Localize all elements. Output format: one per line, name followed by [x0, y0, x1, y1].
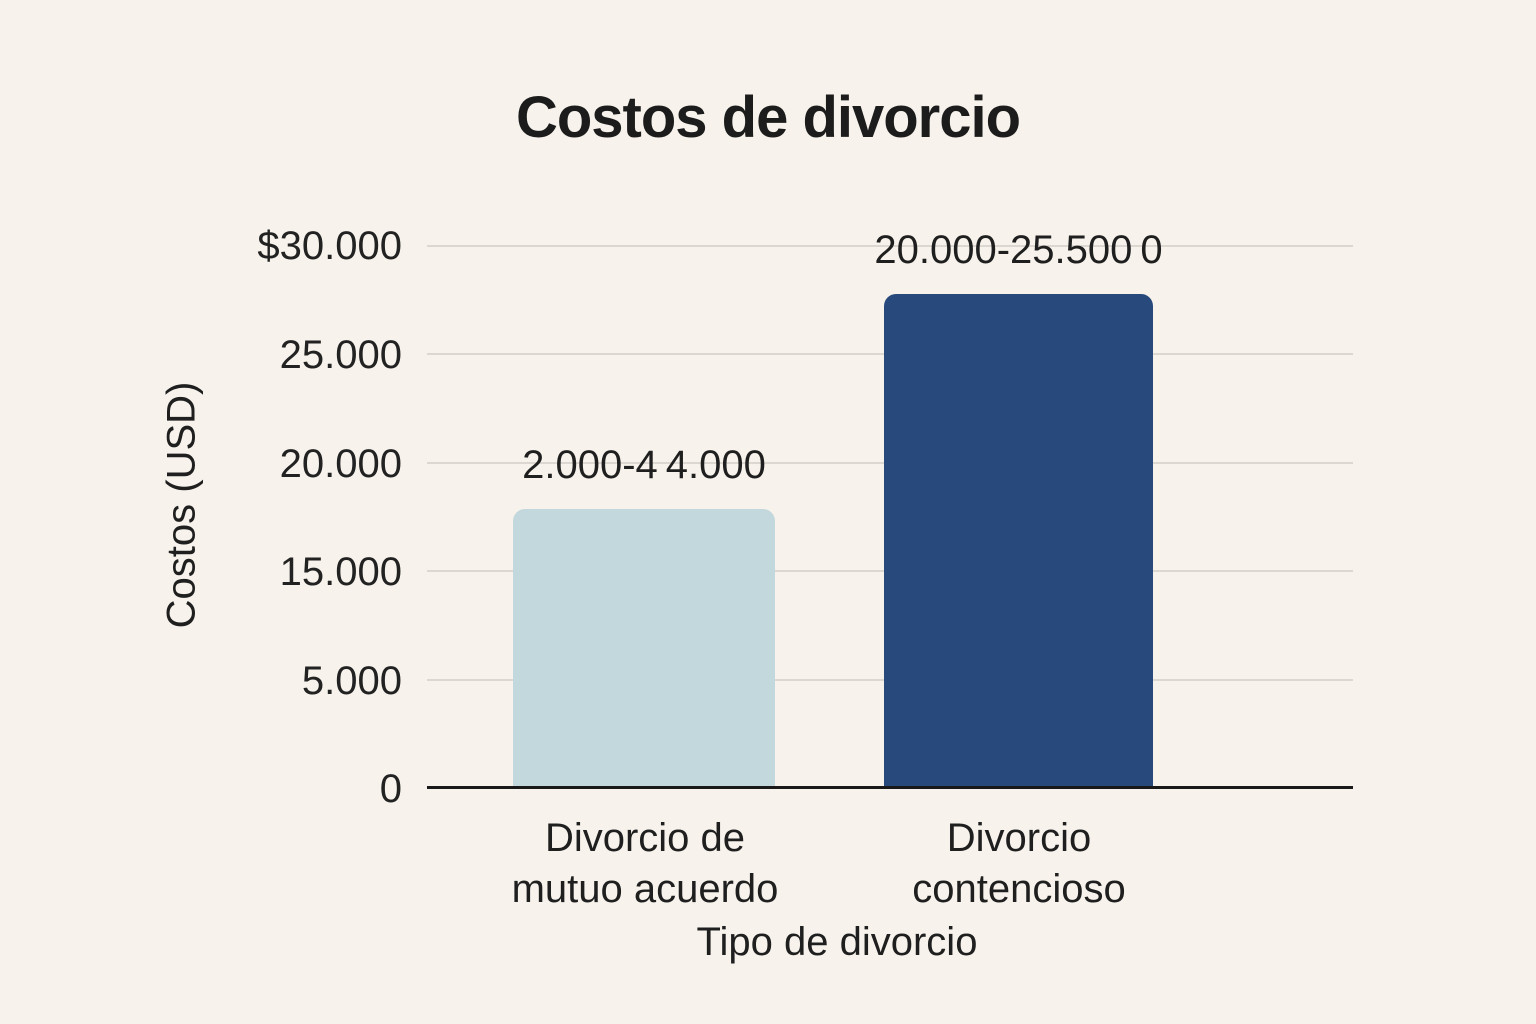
- y-tick-15000: 15.000: [279, 550, 402, 594]
- y-tick-25000: 25.000: [279, 333, 402, 377]
- gridline: [427, 245, 1353, 247]
- x-axis-title: Tipo de divorcio: [696, 920, 978, 964]
- bar-value-label: 2.000-4 4.000: [522, 442, 766, 487]
- x-tick-line1: Divorcio: [946, 816, 1092, 860]
- bar-divorcio-mutuo-acuerdo: 2.000-4 4.000: [513, 445, 775, 787]
- x-tick-line2: contencioso: [912, 867, 1126, 911]
- y-tick-0: 0: [379, 767, 402, 811]
- y-tick-20000: 20.000: [279, 442, 402, 486]
- chart-title: Costos de divorcio: [515, 85, 1021, 150]
- y-tick-30000: $30.000: [257, 224, 402, 268]
- x-tick-line1: Divorcio de: [544, 816, 746, 860]
- x-tick-divorcio-mutuo-acuerdo: Divorcio de mutuo acuerdo: [512, 813, 779, 915]
- bar-divorcio-contencioso: 20.000-25.500 0: [874, 230, 1163, 787]
- plot-area: 2.000-4 4.000 20.000-25.500 0: [427, 230, 1353, 789]
- bar-value-label: 20.000-25.500 0: [874, 227, 1163, 272]
- x-axis-line: [427, 786, 1353, 789]
- x-tick-line2: mutuo acuerdo: [511, 867, 779, 911]
- y-tick-5000: 5.000: [301, 659, 402, 703]
- x-tick-divorcio-contencioso: Divorcio contencioso: [912, 813, 1125, 915]
